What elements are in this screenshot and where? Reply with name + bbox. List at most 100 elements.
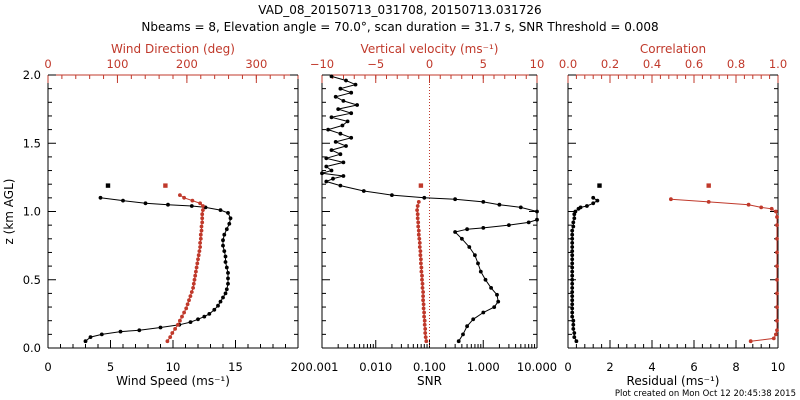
snr-point — [333, 94, 338, 99]
residual-point — [570, 286, 575, 290]
wind_speed-point — [222, 249, 227, 254]
wind_direction-point — [200, 220, 205, 225]
bottom-tick-label: 10.000 — [517, 360, 557, 374]
correlation-point — [775, 215, 779, 219]
wind_direction-point — [165, 339, 170, 344]
vertical_velocity-point — [421, 306, 426, 311]
residual-point — [571, 224, 576, 229]
snr-point — [478, 269, 483, 274]
top-tick-label: 10 — [530, 57, 545, 71]
residual-point — [570, 314, 575, 319]
y-tick-label: 0.0 — [23, 341, 41, 355]
wind_speed-point — [226, 271, 230, 275]
correlation-point — [774, 209, 778, 214]
snr-point — [535, 209, 539, 214]
snr-point — [338, 131, 343, 136]
wind_speed-point — [224, 265, 229, 270]
snr-point — [355, 103, 359, 107]
snr-point — [329, 74, 334, 79]
wind_speed-point — [118, 329, 123, 334]
residual-point — [570, 298, 575, 303]
correlation-point — [746, 202, 751, 207]
bottom-tick-label: 1.000 — [467, 360, 500, 374]
correlation-point — [775, 277, 779, 282]
snr-point — [496, 299, 501, 304]
residual-point — [572, 216, 577, 221]
wind_direction-point — [184, 306, 189, 311]
residual-point — [578, 205, 583, 210]
wind_speed-point — [226, 211, 230, 215]
snr-point — [535, 217, 539, 222]
wind_speed-point — [216, 303, 220, 308]
vertical_velocity-point — [418, 253, 423, 258]
wind_speed-isolated-point — [105, 183, 111, 188]
correlation-point — [775, 328, 779, 333]
y-tick-label: 0.5 — [23, 273, 41, 287]
wind_speed-point — [207, 312, 212, 316]
correlation-point — [775, 291, 779, 296]
residual-point — [573, 209, 578, 214]
vertical_velocity-point — [421, 298, 425, 303]
correlation-point — [706, 200, 711, 204]
correlation-point — [748, 339, 753, 344]
snr-point — [340, 123, 345, 128]
residual-point — [570, 253, 575, 258]
wind_direction-point — [198, 232, 203, 237]
wind_direction-point — [173, 327, 178, 331]
wind_direction-point — [198, 241, 203, 245]
residual-point — [570, 294, 575, 298]
vertical_velocity-point — [422, 310, 426, 315]
wind_speed-point — [221, 238, 225, 243]
vertical_velocity-point — [423, 335, 428, 339]
snr-point — [320, 171, 324, 176]
wind_direction-point — [178, 193, 182, 198]
panel-snr: 0.001 0.010 0.100 1.000 10.000 SNR −10 −5 0 5 10 Ve… — [306, 42, 558, 388]
bottom-tick-label: 10 — [166, 360, 181, 374]
wind_speed-point — [222, 232, 227, 237]
snr-point — [344, 144, 348, 148]
residual-point — [570, 302, 575, 307]
snr-point — [518, 205, 523, 210]
wind_speed-point — [188, 320, 193, 324]
correlation-point — [775, 223, 779, 228]
series-correlation — [669, 183, 779, 344]
snr-point — [471, 317, 476, 322]
wind_speed-point — [137, 328, 142, 333]
panel-wind: 0 5 10 15 20 Wind Speed (ms⁻¹) 0 100 200 300 Wind … — [2, 42, 305, 388]
vertical_velocity-point — [419, 269, 424, 274]
y-tick-label: 1.5 — [23, 136, 41, 150]
series-wind_direction — [163, 183, 205, 344]
wind_direction-point — [198, 201, 203, 206]
bottom-tick-label: 2 — [606, 360, 613, 374]
wind_speed-point — [98, 195, 103, 200]
bottom-tick-label: 0.010 — [359, 360, 392, 374]
wind_direction-point — [189, 290, 194, 294]
wind_speed-point — [223, 291, 228, 296]
residual-point — [585, 204, 589, 208]
top-tick-label: 100 — [106, 57, 128, 71]
wind_direction-point — [196, 257, 200, 262]
vertical_velocity-point — [415, 216, 420, 221]
snr-point — [329, 148, 334, 153]
residual-point — [570, 236, 575, 241]
top-tick-label: −10 — [310, 57, 334, 71]
wind_speed-point — [212, 307, 217, 312]
snr-point — [324, 156, 329, 161]
wind_direction-point — [197, 249, 202, 254]
top-axis-label: Vertical velocity (ms⁻¹) — [361, 42, 499, 56]
vertical_velocity-point — [422, 318, 427, 323]
vertical_velocity-point — [423, 331, 428, 335]
wind_direction-point — [191, 281, 196, 286]
residual-point — [571, 318, 576, 323]
residual-point — [572, 335, 577, 339]
snr-point — [349, 135, 354, 140]
wind_speed-point — [189, 204, 194, 208]
wind_speed-point — [223, 260, 228, 264]
wind_direction-point — [168, 335, 173, 339]
correlation-point — [775, 250, 779, 255]
residual-point — [591, 201, 596, 206]
wind_direction-point — [196, 253, 201, 258]
snr-line — [321, 75, 538, 342]
correlation-point — [775, 264, 779, 268]
